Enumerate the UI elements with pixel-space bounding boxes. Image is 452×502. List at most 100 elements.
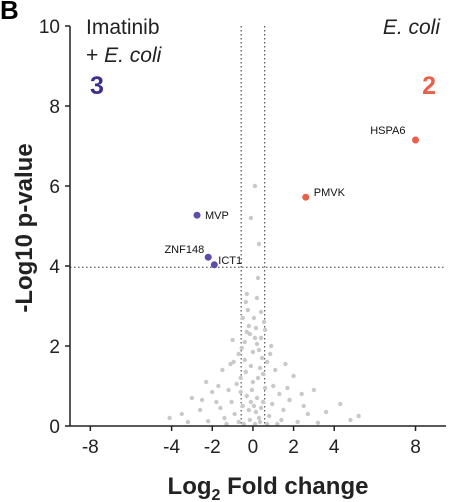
background-point	[230, 337, 235, 343]
background-point	[266, 413, 272, 419]
gene-label-ict1: ICT1	[218, 255, 242, 267]
background-point	[258, 405, 264, 411]
background-point	[279, 417, 284, 423]
y-tick-label: 4	[49, 257, 60, 278]
background-point	[229, 399, 234, 405]
background-point	[323, 409, 329, 415]
background-point	[248, 363, 254, 369]
highlighted-points: HSPA6 PMVK MVP ZNF148 ICT1	[164, 125, 420, 269]
gene-point-pmvk	[302, 193, 310, 201]
background-point	[267, 351, 273, 357]
gene-label-znf148: ZNF148	[164, 244, 204, 256]
x-tick-label: -4	[163, 437, 180, 458]
gene-point-hspa6	[412, 136, 420, 144]
background-point	[224, 421, 229, 427]
background-point	[241, 421, 246, 427]
background-point	[226, 387, 231, 393]
gene-label-hspa6: HSPA6	[370, 125, 405, 137]
background-point	[251, 315, 257, 321]
background-point	[258, 335, 264, 341]
background-point	[179, 411, 184, 417]
background-point	[247, 417, 253, 423]
threshold-lines	[70, 26, 446, 426]
background-point	[222, 415, 227, 421]
gene-point-znf148	[204, 253, 212, 261]
background-point	[311, 387, 317, 393]
background-point	[285, 385, 290, 391]
background-point	[220, 367, 225, 373]
y-axis-title: -Log10 p-value	[11, 143, 38, 312]
gene-label-mvp: MVP	[205, 210, 229, 222]
background-point	[356, 413, 361, 419]
background-point	[256, 415, 262, 421]
background-point	[246, 323, 252, 329]
x-tick-label: -8	[82, 437, 99, 458]
x-axis-title: Log2 Fold change	[168, 473, 369, 502]
background-point	[206, 419, 211, 424]
background-point	[256, 347, 262, 353]
y-tick-label: 6	[49, 177, 60, 198]
gene-label-pmvk: PMVK	[314, 187, 346, 199]
background-point	[238, 375, 243, 381]
background-point	[197, 407, 203, 413]
right-condition-label: E. coli	[383, 16, 442, 39]
background-point	[234, 381, 239, 387]
background-point	[252, 421, 258, 427]
background-point	[240, 315, 245, 321]
background-point	[203, 379, 209, 385]
background-point	[287, 397, 292, 403]
background-point	[269, 343, 274, 349]
background-point	[260, 399, 266, 405]
background-point	[254, 295, 260, 301]
x-tick-label: 8	[410, 437, 421, 458]
background-point	[277, 391, 282, 397]
background-point	[253, 409, 259, 415]
background-point	[236, 351, 241, 357]
x-tick-label: 4	[329, 437, 340, 458]
background-point	[250, 379, 256, 385]
background-point	[242, 357, 247, 363]
background-point	[248, 215, 254, 221]
background-point	[248, 399, 254, 405]
background-point	[254, 395, 260, 401]
background-point	[259, 355, 265, 361]
background-point	[338, 401, 343, 407]
background-point	[254, 341, 260, 347]
y-tick-label: 0	[49, 417, 60, 438]
axes: 0 2 4 6 8 10 -8 -4 -2 0 2 4 8	[39, 17, 446, 458]
y-tick-label: 10	[39, 17, 60, 38]
background-point	[239, 345, 244, 351]
background-point	[260, 371, 266, 377]
background-point	[301, 403, 306, 409]
left-condition-label-line2: + E. coli	[86, 44, 163, 67]
background-point	[250, 349, 256, 355]
background-point	[271, 383, 276, 389]
background-point	[199, 397, 205, 403]
background-point	[273, 367, 278, 373]
background-point	[348, 417, 353, 423]
background-point	[252, 183, 258, 189]
background-point	[255, 375, 261, 381]
background-point	[257, 419, 263, 425]
x-tick-label: 0	[248, 437, 259, 458]
background-point	[262, 327, 268, 333]
background-point	[264, 421, 270, 427]
background-point	[243, 369, 249, 375]
background-point	[243, 299, 249, 305]
background-point	[264, 359, 270, 365]
background-point	[246, 407, 252, 413]
background-point	[257, 365, 263, 371]
background-point	[253, 325, 259, 331]
background-point	[295, 419, 300, 425]
background-point	[231, 359, 236, 365]
left-significant-count: 3	[90, 72, 104, 100]
right-significant-count: 2	[422, 72, 436, 100]
background-point	[214, 399, 219, 405]
y-tick-label: 2	[49, 337, 60, 358]
background-point	[252, 335, 258, 341]
background-point	[232, 411, 237, 417]
background-point	[291, 373, 296, 379]
background-point	[244, 393, 250, 399]
background-point	[281, 407, 286, 413]
